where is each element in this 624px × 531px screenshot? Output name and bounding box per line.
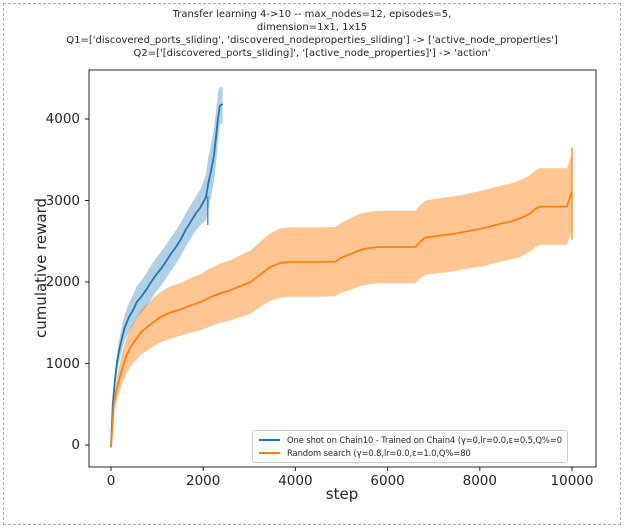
- legend-line-sample-orange: [259, 452, 280, 454]
- x-axis-label: step: [325, 485, 359, 503]
- legend-entry-one-shot: One shot on Chain10 - Trained on Chain4 …: [259, 434, 562, 446]
- chart-title-line-3: Q1=['discovered_ports_sliding', 'discove…: [66, 35, 558, 46]
- series-line: [110, 103, 224, 448]
- chart-canvas: [85, 69, 597, 471]
- legend-line-sample-blue: [259, 439, 280, 441]
- chart-title-line-4: Q2=['[discovered_ports_sliding]', '[acti…: [133, 48, 491, 59]
- legend: One shot on Chain10 - Trained on Chain4 …: [252, 430, 568, 463]
- chart-title-line-2: dimension=1x1, 1x15: [256, 22, 368, 33]
- y-tick-label: 4000: [45, 111, 80, 127]
- legend-label-one-shot: One shot on Chain10 - Trained on Chain4 …: [287, 435, 562, 445]
- confidence-band: [111, 87, 223, 448]
- x-tick-label: 10000: [550, 473, 594, 489]
- x-tick-label: 0: [106, 473, 116, 489]
- chart-title-line-1: Transfer learning 4->10 -- max_nodes=12,…: [172, 9, 452, 20]
- y-tick-label: 2000: [45, 274, 80, 290]
- x-tick-label: 4000: [278, 473, 313, 489]
- legend-label-random-search: Random search (γ=0.8,lr=0.0,ε=1.0,Q%=80: [287, 448, 471, 458]
- legend-entry-random-search: Random search (γ=0.8,lr=0.0,ε=1.0,Q%=80: [259, 447, 562, 459]
- x-tick-label: 2000: [186, 473, 221, 489]
- figure: Transfer learning 4->10 -- max_nodes=12,…: [3, 3, 621, 525]
- y-axis-label: cumulative reward: [32, 197, 50, 339]
- confidence-band: [111, 153, 572, 448]
- axes-frame: [88, 69, 597, 468]
- y-tick-label: 1000: [45, 355, 80, 372]
- chart-title: Transfer learning 4->10 -- max_nodes=12,…: [4, 8, 620, 60]
- y-tick-label: 0: [71, 437, 80, 453]
- x-tick-label: 8000: [462, 473, 497, 489]
- series-line: [110, 191, 573, 448]
- y-tick-label: 3000: [45, 192, 80, 209]
- x-tick-label: 6000: [370, 473, 405, 489]
